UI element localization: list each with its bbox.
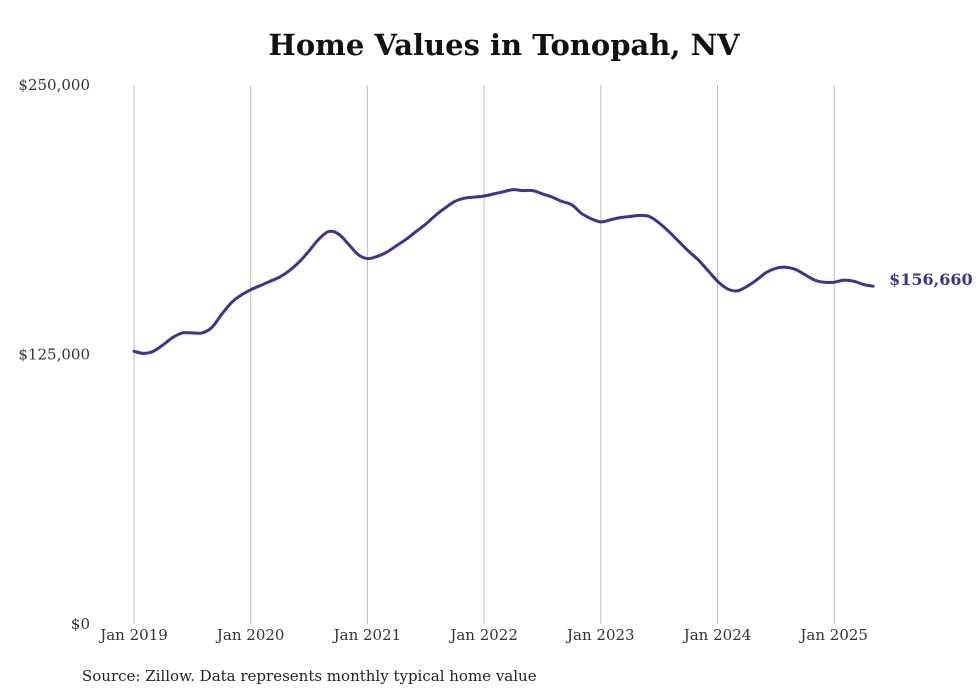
data-point-9 <box>220 313 222 315</box>
data-point-66 <box>775 267 777 269</box>
data-point-25 <box>376 255 378 257</box>
x-tick-label-1: Jan 2020 <box>215 626 285 644</box>
data-point-71 <box>823 281 825 283</box>
data-point-54 <box>658 222 660 224</box>
data-point-14 <box>269 280 271 282</box>
data-point-44 <box>561 200 563 202</box>
data-point-23 <box>357 253 359 255</box>
data-point-45 <box>570 204 572 206</box>
data-point-5 <box>181 332 183 334</box>
data-point-37 <box>493 193 495 195</box>
data-point-28 <box>405 238 407 240</box>
data-point-31 <box>434 214 436 216</box>
data-point-49 <box>609 219 611 221</box>
data-point-42 <box>541 193 543 195</box>
data-point-75 <box>862 283 864 285</box>
data-point-16 <box>288 269 290 271</box>
x-tick-label-0: Jan 2019 <box>98 626 168 644</box>
data-point-61 <box>726 288 728 290</box>
data-point-46 <box>580 212 582 214</box>
data-point-27 <box>395 244 397 246</box>
data-point-0 <box>133 350 135 352</box>
data-point-1 <box>143 352 145 354</box>
data-point-51 <box>629 215 631 217</box>
series-layer: $156,660 <box>132 188 973 355</box>
y-axis-ticks: $0 $125,000 $250,000 <box>18 76 90 633</box>
data-point-11 <box>240 294 242 296</box>
data-point-70 <box>814 279 816 281</box>
data-point-32 <box>444 207 446 209</box>
data-point-56 <box>677 240 679 242</box>
data-point-53 <box>648 215 650 217</box>
data-point-67 <box>784 266 786 268</box>
data-point-39 <box>512 188 514 190</box>
data-point-21 <box>337 233 339 235</box>
data-point-33 <box>454 200 456 202</box>
y-tick-label-2: $250,000 <box>18 76 90 94</box>
data-point-74 <box>852 280 854 282</box>
data-point-29 <box>415 230 417 232</box>
data-point-34 <box>463 197 465 199</box>
x-tick-label-6: Jan 2025 <box>798 626 868 644</box>
data-point-60 <box>716 280 718 282</box>
data-point-64 <box>755 279 757 281</box>
data-point-10 <box>230 302 232 304</box>
data-point-63 <box>746 285 748 287</box>
data-point-59 <box>707 269 709 271</box>
y-tick-label-1: $125,000 <box>18 346 90 364</box>
x-axis-ticks: Jan 2019 Jan 2020 Jan 2021 Jan 2022 Jan 2023… <box>98 626 868 644</box>
data-point-68 <box>794 268 796 270</box>
data-point-41 <box>532 189 534 191</box>
data-point-24 <box>366 257 368 259</box>
gridlines <box>133 85 835 624</box>
data-point-62 <box>736 290 738 292</box>
data-point-3 <box>162 344 164 346</box>
x-tick-label-5: Jan 2024 <box>682 626 752 644</box>
data-point-57 <box>687 250 689 252</box>
data-point-8 <box>211 326 213 328</box>
data-point-35 <box>473 196 475 198</box>
data-point-6 <box>191 332 193 334</box>
data-point-20 <box>327 230 329 232</box>
data-point-73 <box>843 279 845 281</box>
data-point-12 <box>250 289 252 291</box>
data-point-19 <box>318 238 320 240</box>
x-tick-label-2: Jan 2021 <box>332 626 402 644</box>
data-point-36 <box>483 195 485 197</box>
data-point-38 <box>502 191 504 193</box>
series-line <box>132 188 875 355</box>
data-point-55 <box>668 230 670 232</box>
data-point-50 <box>619 216 621 218</box>
data-point-13 <box>259 284 261 286</box>
data-point-22 <box>347 242 349 244</box>
data-point-15 <box>279 276 281 278</box>
data-point-30 <box>425 223 427 225</box>
chart-title: Home Values in Tonopah, NV <box>268 28 740 62</box>
source-note: Source: Zillow. Data represents monthly … <box>82 667 537 685</box>
data-point-18 <box>308 250 310 252</box>
data-point-2 <box>152 350 154 352</box>
data-point-52 <box>639 214 641 216</box>
data-point-65 <box>765 271 767 273</box>
data-point-76 <box>872 285 874 287</box>
data-point-4 <box>172 336 174 338</box>
data-point-48 <box>600 221 602 223</box>
data-point-40 <box>522 189 524 191</box>
data-point-69 <box>804 274 806 276</box>
y-tick-label-0: $0 <box>71 615 90 633</box>
x-tick-label-4: Jan 2023 <box>565 626 635 644</box>
data-point-7 <box>201 332 203 334</box>
data-point-26 <box>386 251 388 253</box>
data-point-43 <box>551 196 553 198</box>
data-point-58 <box>697 258 699 260</box>
data-point-47 <box>590 218 592 220</box>
end-value-label: $156,660 <box>889 270 973 289</box>
x-tick-label-3: Jan 2022 <box>448 626 518 644</box>
data-point-17 <box>298 261 300 263</box>
data-point-72 <box>833 281 835 283</box>
